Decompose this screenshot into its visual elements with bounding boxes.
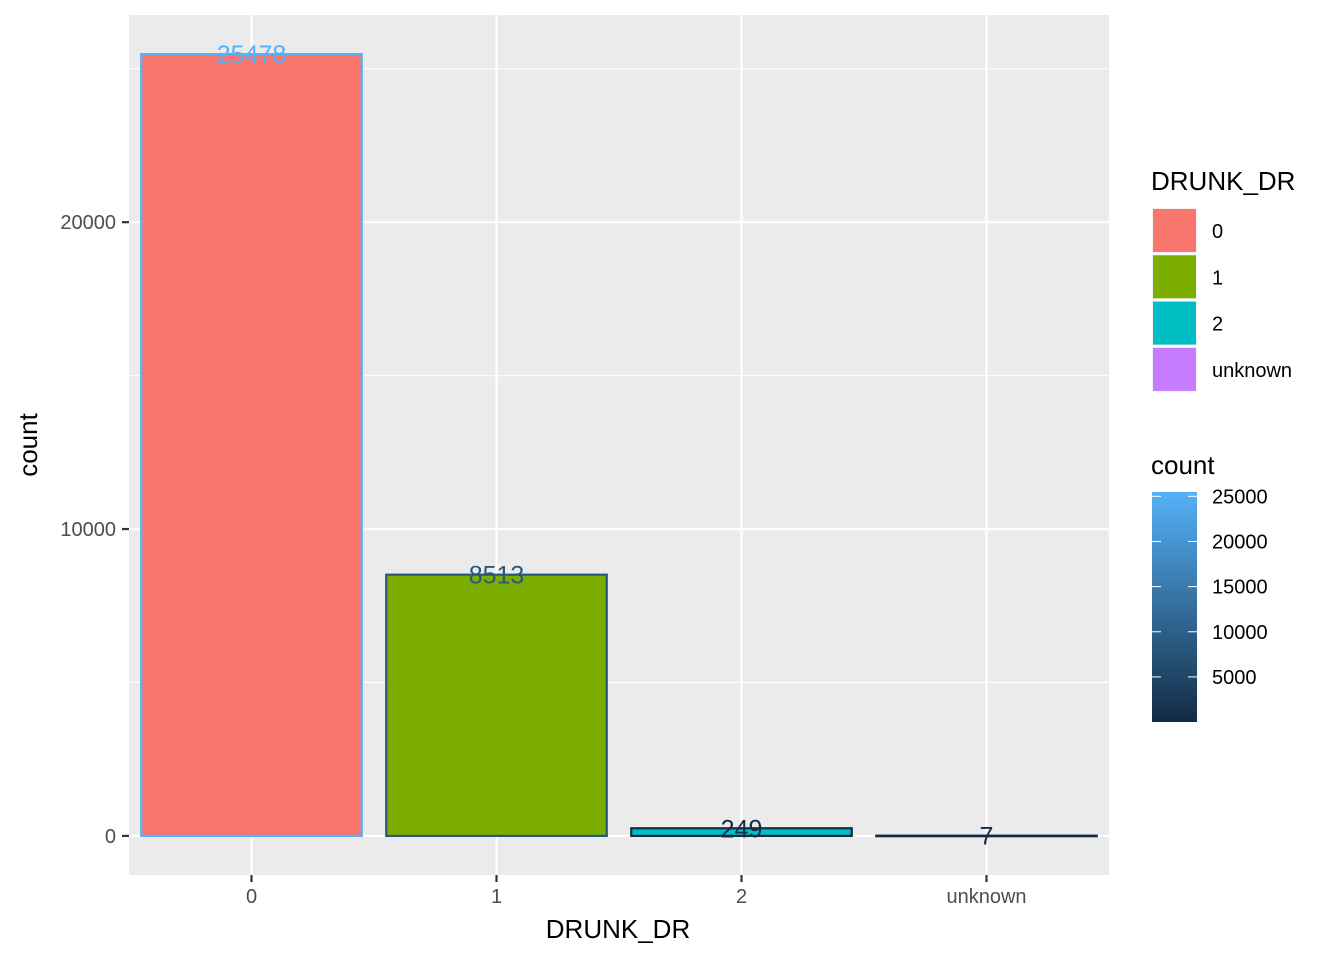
fill-legend-title: DRUNK_DR [1151, 166, 1295, 196]
colorbar-tick-label: 20000 [1212, 531, 1268, 553]
y-axis: 0 10000 20000 [60, 212, 129, 848]
y-tick-label: 0 [105, 826, 116, 848]
bar [875, 834, 1098, 838]
colorbar-tick-label: 25000 [1212, 486, 1268, 508]
legend-key-swatch [1153, 255, 1196, 299]
x-tick-label: 0 [246, 886, 257, 908]
bars [140, 52, 1098, 838]
legend-key-label: 0 [1212, 221, 1223, 243]
bar-data-label: 7 [980, 823, 994, 851]
y-axis-title: count [13, 412, 43, 476]
bar [385, 573, 608, 838]
bar-data-label: 249 [721, 815, 763, 843]
count-legend-ticks: 5000 10000 15000 20000 25000 [1152, 486, 1268, 689]
legend-key-label: 2 [1212, 314, 1223, 336]
legend-key-swatch [1153, 347, 1196, 391]
x-tick-label: 2 [736, 886, 747, 908]
colorbar-tick-label: 5000 [1212, 667, 1257, 689]
bar-data-label: 8513 [469, 562, 525, 590]
x-axis-title: DRUNK_DR [546, 914, 690, 944]
bar-labels: 25478 8513 249 7 [217, 41, 994, 851]
count-legend-title: count [1151, 450, 1215, 480]
x-axis: 0 1 2 unknown [246, 875, 1027, 908]
legend-key-label: unknown [1212, 360, 1292, 382]
x-tick-label: 1 [491, 886, 502, 908]
count-legend: count 5000 10000 15000 20000 25000 [1151, 450, 1268, 722]
bar [140, 52, 363, 838]
colorbar-tick-label: 10000 [1212, 622, 1268, 644]
x-tick-label: unknown [946, 886, 1026, 908]
y-tick-label: 20000 [60, 212, 116, 234]
count-colorbar [1152, 492, 1197, 722]
bar-data-label: 25478 [217, 41, 287, 69]
legend-key-label: 1 [1212, 267, 1223, 289]
colorbar-tick-label: 15000 [1212, 577, 1268, 599]
fill-legend-items: 0 1 2 unknown [1152, 208, 1292, 392]
bar [630, 827, 853, 838]
y-tick-label: 10000 [60, 519, 116, 541]
legend-key-swatch [1153, 209, 1196, 252]
legend-key-swatch [1153, 301, 1196, 345]
fill-legend: DRUNK_DR 0 1 2 unknown [1151, 166, 1295, 392]
